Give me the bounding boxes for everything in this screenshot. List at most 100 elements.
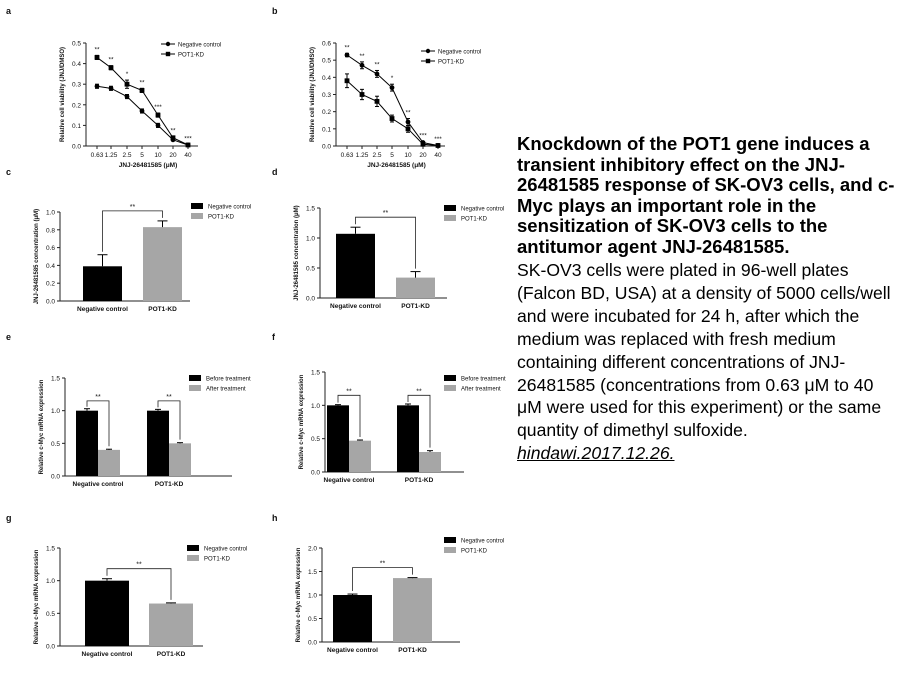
x-tick-label: 1.25 xyxy=(105,152,118,159)
x-tick-label: Negative control xyxy=(82,651,133,658)
x-tick-label: 0.63 xyxy=(91,152,104,159)
x-tick-label: Negative control xyxy=(324,477,375,484)
y-tick-label: 1.0 xyxy=(306,236,315,243)
y-axis-label: Relative c-Myc mRNA expression xyxy=(296,547,302,642)
legend-label: Negative control xyxy=(204,546,247,552)
y-tick-label: 1.5 xyxy=(311,370,320,377)
caption-title: Knockdown of the POT1 gene induces a tra… xyxy=(517,133,895,257)
y-tick-label: 0.6 xyxy=(46,245,55,252)
data-point xyxy=(124,94,130,99)
significance-bracket xyxy=(157,400,181,440)
data-point xyxy=(420,141,426,147)
y-tick-label: 1.0 xyxy=(308,593,317,600)
significance-label: *** xyxy=(434,136,442,143)
legend-swatch xyxy=(191,203,203,209)
x-tick-label: 20 xyxy=(169,152,177,159)
y-tick-label: 0.0 xyxy=(51,474,60,481)
x-tick-label: Negative control xyxy=(73,481,124,488)
x-tick-label: 2.5 xyxy=(122,152,131,159)
bar xyxy=(98,449,120,476)
significance-label: ** xyxy=(136,562,142,569)
significance-bracket xyxy=(102,210,163,252)
bar xyxy=(85,580,129,646)
legend-label: POT1-KD xyxy=(461,216,488,222)
x-tick-label: 2.5 xyxy=(372,152,381,159)
panel-d: d 0.0 0.5 1.0 1.5 JNJ-26481585 concentration … xyxy=(272,167,504,310)
panel-label: e xyxy=(6,332,11,342)
legend-swatch xyxy=(444,215,456,221)
data-point xyxy=(344,78,350,84)
bar xyxy=(76,410,98,476)
bar xyxy=(327,405,349,472)
y-axis-label: Relative c-Myc mRNA expression xyxy=(34,549,40,644)
significance-label: ** xyxy=(383,210,389,217)
legend-swatch xyxy=(187,555,199,561)
significance-label: ** xyxy=(170,128,176,135)
significance-label: *** xyxy=(154,104,162,111)
significance-label: ** xyxy=(94,46,100,53)
panel-label: f xyxy=(272,332,276,342)
significance-label: ** xyxy=(359,53,365,60)
significance-label: ** xyxy=(139,79,145,86)
panel-label: g xyxy=(6,513,12,523)
panel-c: c 0.0 0.2 0.4 0.6 0.8 1.0 JNJ-26481585 concentr… xyxy=(6,167,251,313)
legend-label: After treatment xyxy=(461,386,501,392)
legend-label: POT1-KD xyxy=(208,214,235,220)
significance-bracket xyxy=(337,394,361,437)
data-point xyxy=(94,55,100,60)
data-point xyxy=(359,92,365,97)
bar xyxy=(147,410,169,476)
x-axis-label: JNJ-26481585 (μM) xyxy=(119,162,178,169)
significance-label: ** xyxy=(95,394,101,401)
x-tick-label: POT1-KD xyxy=(405,477,434,484)
y-axis-label: Relative c-Myc mRNA expression xyxy=(299,374,305,469)
legend-swatch xyxy=(191,213,203,219)
legend-marker-square xyxy=(165,51,171,57)
data-point xyxy=(155,112,161,118)
bar xyxy=(397,405,419,472)
x-tick-label: 5 xyxy=(390,152,394,159)
significance-label: ** xyxy=(130,204,136,211)
y-axis-label: JNJ-26481585 concentration (μM) xyxy=(34,209,40,304)
data-point xyxy=(389,85,395,91)
y-tick-label: 0.5 xyxy=(306,266,315,273)
y-tick-label: 0.4 xyxy=(46,263,55,270)
significance-label: ** xyxy=(416,388,422,395)
data-point xyxy=(374,98,380,104)
significance-label: ** xyxy=(108,57,114,64)
y-tick-label: 1.0 xyxy=(46,210,55,217)
bar xyxy=(419,452,441,472)
legend-label: POT1-KD xyxy=(461,548,488,554)
y-tick-label: 0.2 xyxy=(72,102,81,109)
y-tick-label: 1.5 xyxy=(51,376,60,383)
panel-g: g 0.0 0.5 1.0 1.5 Relative c-Myc mRNA express… xyxy=(6,513,247,658)
y-tick-label: 0.0 xyxy=(46,644,55,651)
y-axis-label: Relative cell viability (JNJ/DMSO) xyxy=(60,47,66,142)
legend-swatch xyxy=(189,385,201,391)
y-tick-label: 2.0 xyxy=(308,546,317,553)
data-point xyxy=(108,65,114,71)
y-tick-label: 0.5 xyxy=(311,436,320,443)
data-point xyxy=(155,123,161,128)
y-tick-label: 0.5 xyxy=(308,616,317,623)
x-tick-label: Negative control xyxy=(327,647,378,654)
caption-source-link[interactable]: hindawi.2017.12.26. xyxy=(517,443,675,464)
significance-label: * xyxy=(126,71,129,78)
y-tick-label: 1.5 xyxy=(308,569,317,576)
panel-h: h 0.0 0.5 1.0 1.5 2.0 Relative c-Myc mRNA expr… xyxy=(272,513,504,654)
x-tick-label: POT1-KD xyxy=(148,306,177,313)
caption-body: SK-OV3 cells were plated in 96-well plat… xyxy=(517,260,891,441)
y-tick-label: 0.5 xyxy=(46,611,55,618)
y-tick-label: 0.3 xyxy=(72,82,81,89)
x-tick-label: Negative control xyxy=(330,303,381,310)
data-point xyxy=(170,135,176,141)
legend-label: POT1-KD xyxy=(438,59,465,65)
y-axis-label: Relative c-Myc mRNA expression xyxy=(39,379,45,474)
y-tick-label: 0.4 xyxy=(72,61,81,68)
x-tick-label: 1.25 xyxy=(356,152,369,159)
x-tick-label: 40 xyxy=(434,152,442,159)
y-tick-label: 0.5 xyxy=(322,58,331,65)
panel-label: a xyxy=(6,6,12,16)
panel-a: a 0.0 0.1 0.2 0.3 0.4 0.5 Relative cell viabili… xyxy=(6,6,221,169)
